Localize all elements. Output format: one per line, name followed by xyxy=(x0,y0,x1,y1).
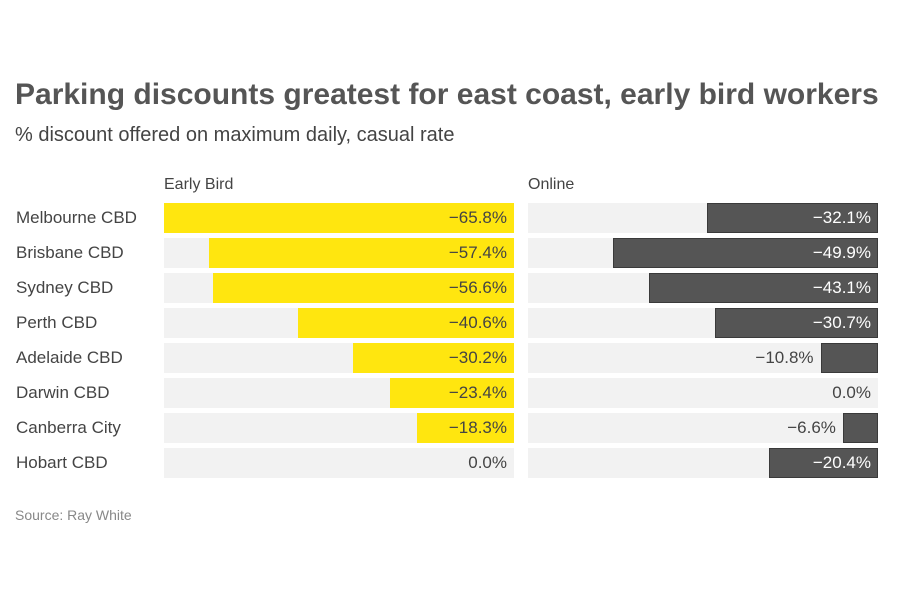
bar-track: −40.6% xyxy=(164,308,514,338)
bar-track: −32.1% xyxy=(528,203,878,233)
bar xyxy=(389,378,514,408)
data-label: −40.6% xyxy=(448,313,507,332)
data-label: −56.6% xyxy=(448,278,507,297)
category-label: Perth CBD xyxy=(16,313,98,332)
data-label: −10.8% xyxy=(755,348,814,367)
data-label: −30.2% xyxy=(448,348,507,367)
bar xyxy=(714,308,878,338)
bar xyxy=(707,203,878,233)
data-label: −6.6% xyxy=(787,418,836,437)
data-label: −20.4% xyxy=(812,453,871,472)
category-label: Sydney CBD xyxy=(16,278,114,297)
bar-track: −49.9% xyxy=(528,238,878,268)
chart-title: Parking discounts greatest for east coas… xyxy=(15,78,879,111)
bar xyxy=(298,308,514,338)
data-label: −23.4% xyxy=(448,383,507,402)
category-label: Adelaide CBD xyxy=(16,348,123,367)
bar-track: 0.0% xyxy=(164,448,514,478)
bar xyxy=(842,413,878,443)
panel-header-online: Online xyxy=(528,176,575,193)
bar-track: −57.4% xyxy=(164,238,514,268)
bar-track: −23.4% xyxy=(164,378,514,408)
data-label: −32.1% xyxy=(812,208,871,227)
bar xyxy=(208,238,514,268)
data-label: −65.8% xyxy=(448,208,507,227)
source-note: Source: Ray White xyxy=(15,507,132,523)
category-label: Melbourne CBD xyxy=(16,208,137,227)
data-label: −49.9% xyxy=(812,243,871,262)
bar-track: −30.2% xyxy=(164,343,514,373)
bar-track: −18.3% xyxy=(164,413,514,443)
bar-track: −56.6% xyxy=(164,273,514,303)
bar-track: 0.0% xyxy=(528,378,878,408)
data-label: −57.4% xyxy=(448,243,507,262)
bar xyxy=(353,343,514,373)
bar-track: −43.1% xyxy=(528,273,878,303)
category-label: Canberra City xyxy=(16,418,121,437)
bar xyxy=(416,413,514,443)
bar-track: −20.4% xyxy=(528,448,878,478)
bar xyxy=(769,448,878,478)
chart-subtitle: % discount offered on maximum daily, cas… xyxy=(15,124,455,146)
data-label: −43.1% xyxy=(812,278,871,297)
data-label: −30.7% xyxy=(812,313,871,332)
category-label: Brisbane CBD xyxy=(16,243,124,262)
bar xyxy=(648,273,878,303)
bar-track: −65.8% xyxy=(164,203,514,233)
category-label: Hobart CBD xyxy=(16,453,108,472)
data-label: −18.3% xyxy=(448,418,507,437)
bar-track: −10.8% xyxy=(528,343,878,373)
bar-track: −6.6% xyxy=(528,413,878,443)
bar xyxy=(164,203,514,233)
bar xyxy=(612,238,878,268)
data-label: 0.0% xyxy=(832,383,871,402)
panel-header-early-bird: Early Bird xyxy=(164,176,234,193)
bar-track: −30.7% xyxy=(528,308,878,338)
category-label: Darwin CBD xyxy=(16,383,110,402)
bar xyxy=(820,343,878,373)
data-label: 0.0% xyxy=(468,453,507,472)
bar xyxy=(212,273,514,303)
